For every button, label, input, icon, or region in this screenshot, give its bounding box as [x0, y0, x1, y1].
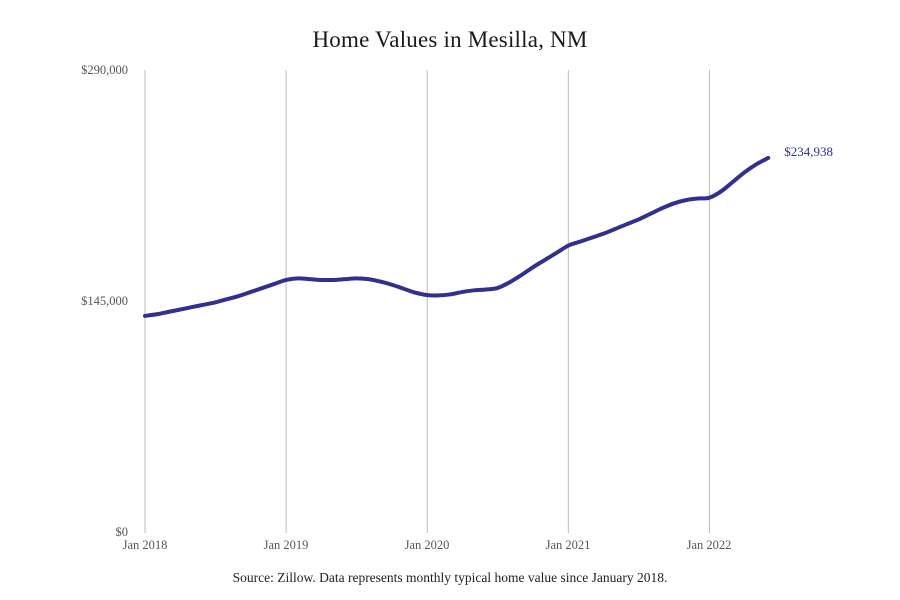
- x-axis-tick-label: Jan 2020: [404, 538, 450, 552]
- y-axis-tick-label: $145,000: [81, 294, 128, 308]
- x-axis-tick-label: Jan 2018: [122, 538, 168, 552]
- x-axis-tick-label: Jan 2021: [545, 538, 591, 552]
- y-axis-tick-label: $0: [115, 525, 129, 539]
- gridlines-group: [144, 70, 710, 533]
- x-axis-tick-label: Jan 2019: [263, 538, 309, 552]
- x-axis-tick-label: Jan 2022: [686, 538, 732, 552]
- y-axis-tick-label: $290,000: [81, 63, 128, 77]
- data-line-series-0: [143, 155, 771, 318]
- source-note: Source: Zillow. Data represents monthly …: [232, 570, 668, 585]
- chart-title: Home Values in Mesilla, NM: [312, 27, 588, 52]
- end-value-annotation: $234,938: [784, 143, 833, 159]
